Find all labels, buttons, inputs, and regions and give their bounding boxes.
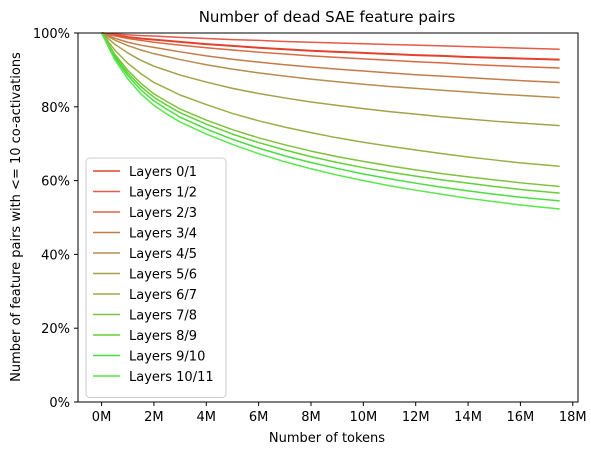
x-tick-label: 16M <box>507 410 535 425</box>
legend-label: Layers 8/9 <box>129 329 197 344</box>
y-tick-label: 60% <box>41 175 70 190</box>
y-tick-label: 100% <box>33 27 70 42</box>
x-axis-label: Number of tokens <box>269 431 385 446</box>
series-line-3-4 <box>101 32 560 84</box>
legend-label: Layers 4/5 <box>129 247 197 262</box>
axes-layer: 0M 2M 4M 6M 8M 10M 12M 14M 16M 18M 0% 20% 40% 60% 80% 1… <box>33 27 587 425</box>
series-line-6-7 <box>100 32 560 167</box>
y-tick-label: 80% <box>41 101 70 116</box>
legend-label: Layers 6/7 <box>129 288 197 303</box>
series-line-0-1 <box>101 32 560 61</box>
legend-label: Layers 3/4 <box>129 227 197 242</box>
y-axis-label: Number of feature pairs with <= 10 co-ac… <box>9 52 24 382</box>
x-tick-label: 8M <box>301 410 321 425</box>
x-tick-label: 6M <box>249 410 269 425</box>
y-tick-label: 20% <box>41 322 70 337</box>
legend-label: Layers 2/3 <box>129 206 197 221</box>
series-line-2-3 <box>101 32 560 69</box>
x-tick-label: 18M <box>559 410 587 425</box>
x-tick-label: 2M <box>144 410 164 425</box>
legend-label: Layers 9/10 <box>129 350 205 365</box>
x-tick-label: 12M <box>402 410 430 425</box>
series-line-7-8 <box>100 32 560 188</box>
series-line-4-5 <box>101 32 560 99</box>
legend-box <box>85 157 227 398</box>
plot-frame <box>77 32 579 403</box>
series-layer <box>100 32 560 210</box>
x-tick-label: 4M <box>197 410 217 425</box>
series-line-10-11 <box>100 32 560 210</box>
legend-label: Layers 1/2 <box>129 186 197 201</box>
legend-label: Layers 10/11 <box>129 370 214 385</box>
legend-label: Layers 7/8 <box>129 309 197 324</box>
x-tick-label: 0M <box>92 410 112 425</box>
legend-label: Layers 0/1 <box>129 165 197 180</box>
x-tick-label: 14M <box>454 410 482 425</box>
series-line-8-9 <box>100 32 560 194</box>
series-line-5-6 <box>101 32 560 127</box>
x-tick-label: 10M <box>349 410 377 425</box>
series-line-1-2 <box>101 32 560 50</box>
series-line-9-10 <box>100 32 560 202</box>
legend: Layers 0/1 Layers 1/2 Layers 2/3 Layers 3/4… <box>85 157 227 398</box>
legend-label: Layers 5/6 <box>129 268 197 283</box>
chart-title: Number of dead SAE feature pairs <box>199 8 456 26</box>
y-tick-label: 0% <box>49 396 70 411</box>
y-tick-label: 40% <box>41 248 70 263</box>
